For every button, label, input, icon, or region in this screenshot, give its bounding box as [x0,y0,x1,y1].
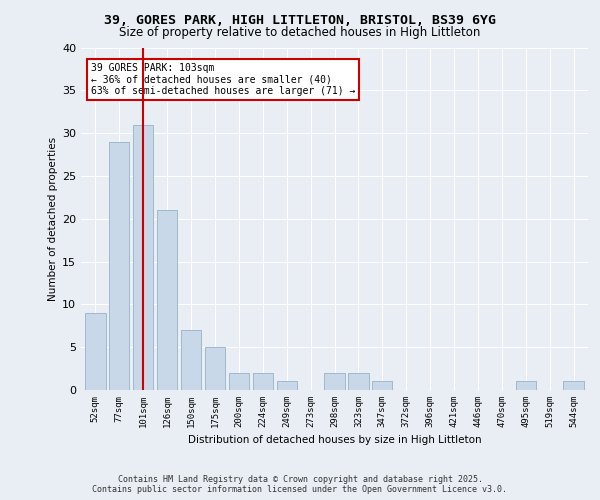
Bar [348,373,368,390]
Bar [515,382,536,390]
Bar [277,382,297,390]
Bar [229,373,249,390]
Bar [563,382,584,390]
X-axis label: Distribution of detached houses by size in High Littleton: Distribution of detached houses by size … [188,436,481,446]
Bar [205,347,225,390]
Bar [157,210,177,390]
Bar [253,373,273,390]
Bar [325,373,344,390]
Text: Size of property relative to detached houses in High Littleton: Size of property relative to detached ho… [119,26,481,39]
Bar [372,382,392,390]
Text: 39 GORES PARK: 103sqm
← 36% of detached houses are smaller (40)
63% of semi-deta: 39 GORES PARK: 103sqm ← 36% of detached … [91,63,356,96]
Bar [85,313,106,390]
Y-axis label: Number of detached properties: Number of detached properties [48,136,58,301]
Text: Contains HM Land Registry data © Crown copyright and database right 2025.
Contai: Contains HM Land Registry data © Crown c… [92,474,508,494]
Text: 39, GORES PARK, HIGH LITTLETON, BRISTOL, BS39 6YG: 39, GORES PARK, HIGH LITTLETON, BRISTOL,… [104,14,496,27]
Bar [109,142,130,390]
Bar [181,330,201,390]
Bar [133,124,154,390]
